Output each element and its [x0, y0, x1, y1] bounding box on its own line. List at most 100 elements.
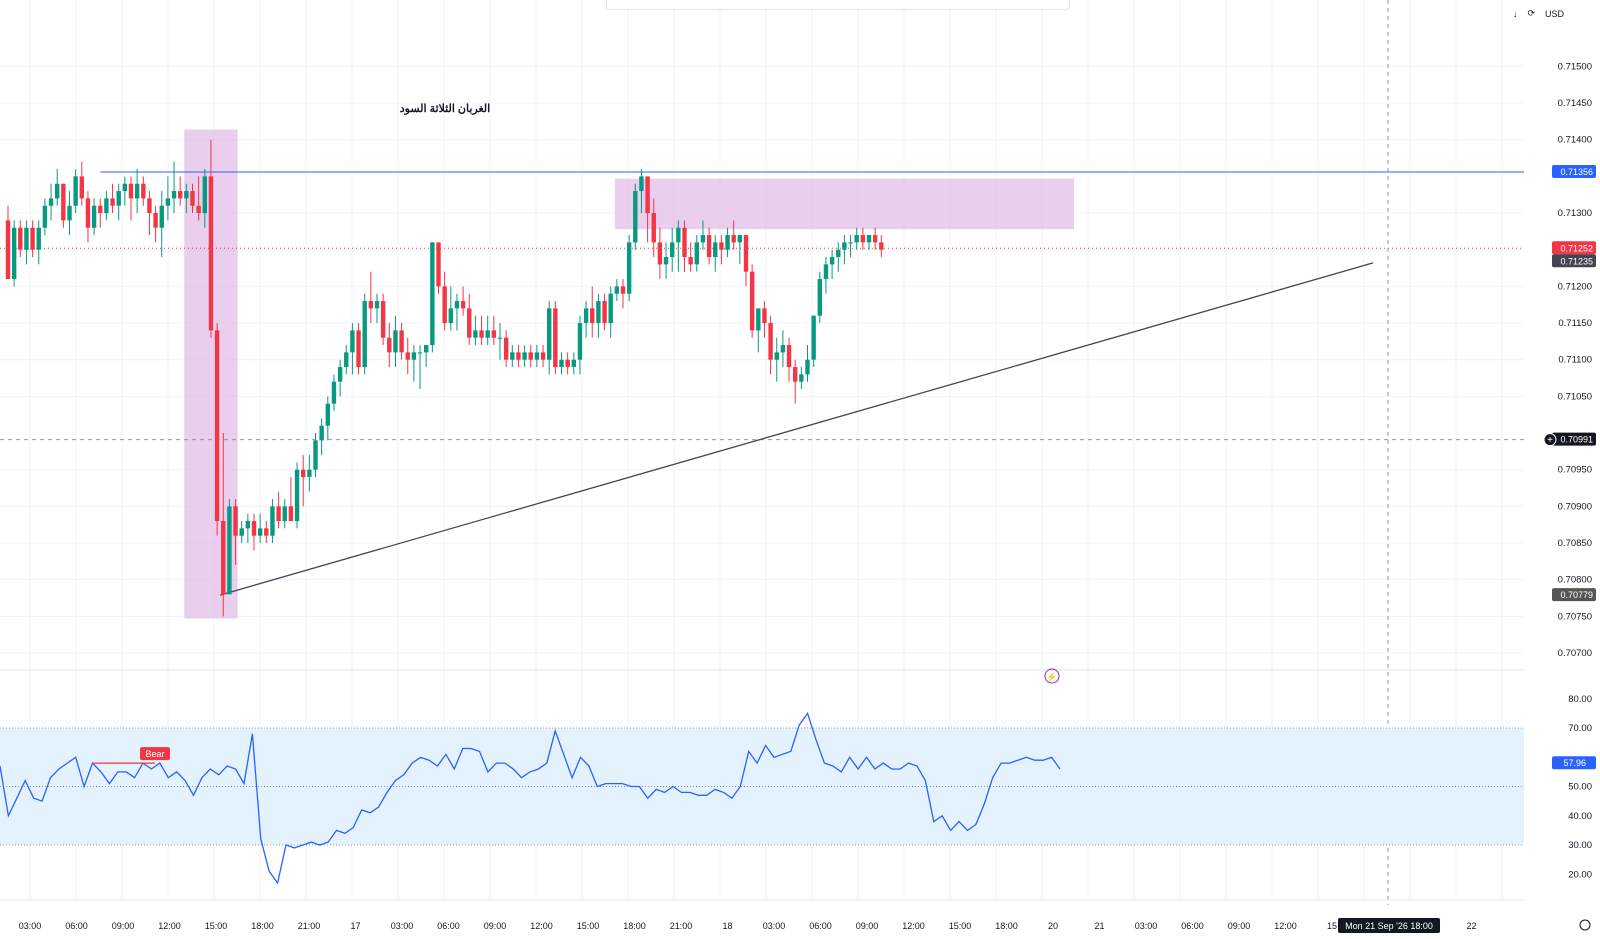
candle-body [725, 235, 730, 250]
candle-body [153, 213, 158, 228]
annotation-label: الغربان الثلاثة السود [400, 103, 490, 115]
time-tick-label: 18:00 [251, 921, 274, 931]
candle-body [110, 198, 115, 206]
candle-body [208, 176, 214, 331]
price-tick-label: 0.71300 [1558, 208, 1592, 219]
price-tick-label: 0.71150 [1558, 318, 1592, 329]
time-tick-label: 18 [722, 921, 732, 931]
candle-body [399, 330, 404, 353]
candle-body [663, 257, 669, 265]
highlight-zone [614, 178, 1074, 230]
candle-body [171, 191, 177, 199]
candle-body [239, 528, 244, 536]
candle-body [491, 330, 497, 338]
price-tick-label: 0.71500 [1558, 61, 1592, 72]
candle-body [436, 242, 441, 287]
indicator-tick-label: 50.00 [1568, 782, 1592, 793]
candle-body [528, 352, 533, 360]
time-tick-label: 12:00 [530, 921, 553, 931]
candle-body [368, 301, 374, 309]
indicator-tick-label: 70.00 [1568, 723, 1592, 734]
current-price-badge-bg [1552, 241, 1596, 255]
time-tick-label: 15 [1327, 921, 1337, 931]
candle-body [577, 323, 583, 360]
candle-body [540, 352, 546, 360]
drawing-toolbar[interactable] [606, 0, 1070, 10]
prev-price-badge-bg [1552, 254, 1596, 268]
candle-body [700, 235, 706, 243]
time-tick-label: 20 [1048, 921, 1058, 931]
candle-body [768, 323, 773, 360]
candle-body [98, 205, 103, 214]
candle-body [706, 235, 712, 258]
candle-body [571, 359, 576, 368]
candle-body [454, 301, 460, 309]
time-tick-label: 03:00 [1135, 921, 1158, 931]
candle-body [55, 183, 60, 199]
indicator-value-badge: 57.96 [1563, 758, 1586, 768]
candle-body [393, 330, 398, 353]
time-tick-label: 12:00 [158, 921, 181, 931]
settings-icon [1579, 919, 1591, 931]
refresh-icon[interactable]: ⟳ [1527, 8, 1535, 18]
candle-body [282, 506, 287, 522]
candle-body [565, 359, 570, 368]
candle-body [184, 191, 189, 199]
candle-body [817, 279, 822, 316]
top-right-tools: ↓ ⟳ USD [1513, 8, 1564, 19]
candle-body [411, 352, 417, 360]
time-tick-label: 09:00 [484, 921, 507, 931]
candle-body [786, 345, 792, 368]
candle-body [485, 330, 490, 338]
candle-body [227, 506, 232, 595]
candle-body [848, 242, 853, 244]
candle-body [510, 352, 515, 360]
candle-body [331, 381, 337, 404]
time-tick-label: 06:00 [437, 921, 460, 931]
candle-body [196, 205, 201, 214]
time-tick-label: 15:00 [949, 921, 972, 931]
indicator-tick-label: 80.00 [1568, 694, 1592, 705]
time-tick-label: 09:00 [112, 921, 135, 931]
candle-body [380, 301, 386, 338]
currency-label[interactable]: USD [1544, 8, 1564, 19]
time-tick-label: 21:00 [298, 921, 321, 931]
candle-body [159, 205, 164, 228]
time-tick-label: 22 [1466, 921, 1476, 931]
candle-body [350, 330, 355, 353]
low-price-badge-bg [1552, 588, 1596, 602]
lightning-icon-glyph: ⚡ [1046, 671, 1057, 683]
candle-body [141, 183, 146, 199]
candle-body [448, 308, 453, 324]
crosshair-time-badge-bg [1338, 918, 1440, 933]
candle-body [202, 176, 207, 214]
candle-body [596, 301, 601, 324]
candle-body [737, 235, 743, 243]
candle-body [553, 308, 558, 368]
candle-body [516, 352, 521, 360]
candle-body [479, 330, 484, 338]
candle-body [590, 308, 595, 324]
time-tick-label: 09:00 [1228, 921, 1251, 931]
price-tick-label: 0.71400 [1558, 135, 1592, 146]
price-tick-label: 0.70750 [1558, 611, 1592, 622]
candle-body [319, 425, 324, 441]
candle-body [805, 359, 810, 375]
time-tick-label: 15:00 [205, 921, 228, 931]
candle-body [682, 227, 687, 258]
download-icon[interactable]: ↓ [1512, 8, 1518, 19]
hline-price-badge-bg [1552, 165, 1596, 178]
indicator-tick-label: 40.00 [1568, 811, 1592, 822]
candle-body [497, 337, 503, 339]
candle-body [294, 469, 300, 522]
candle-body [719, 242, 724, 250]
time-tick-label: 21 [1094, 921, 1104, 931]
candle-body [430, 242, 435, 346]
candle-body [854, 235, 859, 243]
candle-body [344, 352, 349, 368]
candle-body [626, 242, 632, 294]
candle-body [694, 242, 699, 265]
candle-body [405, 352, 410, 360]
candle-body [424, 345, 429, 353]
